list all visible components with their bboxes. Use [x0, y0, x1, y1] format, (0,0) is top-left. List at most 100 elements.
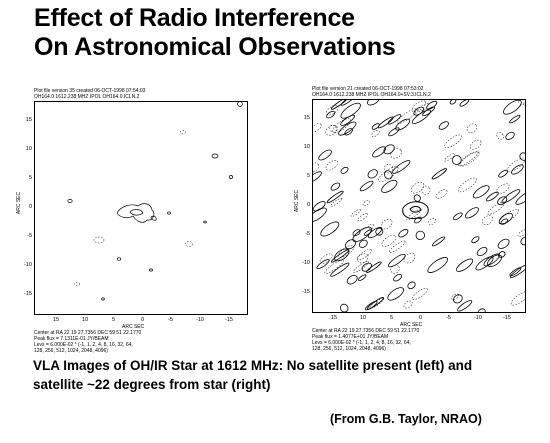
interference-contour — [383, 170, 393, 180]
interference-contour — [393, 273, 403, 282]
interference-contour — [383, 144, 395, 155]
interference-contour — [515, 190, 525, 205]
left-contour-map — [67, 102, 243, 301]
interference-contour — [466, 123, 478, 133]
interference-contour — [364, 300, 378, 311]
interference-contour — [340, 114, 355, 126]
interference-contour — [324, 259, 344, 274]
right-x-tick: 0 — [419, 315, 423, 321]
interference-contour — [520, 236, 525, 246]
interference-contour — [415, 230, 425, 241]
interference-contour — [457, 177, 477, 193]
interference-contour — [352, 229, 361, 237]
interference-contour — [330, 262, 350, 277]
interference-contour — [471, 236, 480, 244]
interference-contour — [422, 106, 436, 117]
interference-contour — [475, 256, 494, 271]
interference-contour — [510, 291, 525, 306]
left-x-tick: -10 — [196, 317, 204, 323]
left-x-tick: 0 — [141, 317, 145, 323]
interference-contour — [417, 103, 429, 112]
right-contour-map — [313, 100, 525, 312]
interference-contour — [511, 164, 524, 175]
interference-contour — [413, 216, 422, 224]
interference-contour — [326, 105, 339, 116]
interference-contour — [330, 182, 341, 191]
interference-contour — [451, 293, 459, 300]
interference-contour — [411, 288, 428, 300]
interference-contour — [332, 118, 351, 133]
right-x-tick: 5 — [390, 315, 394, 321]
interference-contour — [367, 169, 378, 179]
left-y-tick: -5 — [27, 233, 32, 239]
interference-contour — [337, 244, 355, 258]
left-y-tick: -15 — [24, 291, 32, 297]
left-x-tick: 15 — [53, 317, 60, 323]
interference-contour — [325, 160, 339, 171]
interference-contour — [481, 215, 493, 226]
left-plot-header-1: Plot file version 35 created 06-OCT-1998… — [34, 88, 146, 94]
interference-contour — [444, 153, 456, 162]
interference-contour — [413, 194, 421, 202]
interference-contour — [427, 257, 448, 273]
interference-contour — [498, 212, 513, 225]
interference-contour — [352, 226, 372, 243]
interference-contour — [358, 239, 368, 248]
interference-contour — [449, 100, 457, 105]
interference-contour — [313, 162, 319, 173]
interference-contour — [326, 190, 344, 204]
interference-contour — [496, 131, 504, 140]
left-y-tick: 15 — [25, 117, 32, 123]
interference-contour — [476, 246, 488, 257]
interference-contour — [330, 100, 349, 110]
left-y-axis-label: ARC SEC — [16, 191, 23, 215]
interference-contour — [383, 164, 394, 174]
left-plot-footer-4: 128, 256, 512, 1024, 2048, 4096) — [34, 348, 108, 354]
slide-title: Effect of Radio Interference On Astronom… — [34, 4, 534, 62]
interference-contour — [377, 116, 394, 129]
interference-contour — [350, 209, 361, 217]
interference-contour — [313, 207, 327, 223]
image-credit: (From G.B. Taylor, NRAO) — [330, 412, 482, 426]
interference-contour — [431, 168, 447, 180]
interference-contour — [339, 303, 349, 312]
right-y-tick: 0 — [306, 202, 310, 208]
interference-contour — [371, 129, 380, 137]
interference-contour — [497, 238, 510, 249]
interference-contour — [503, 100, 522, 115]
interference-contour — [509, 114, 521, 124]
interference-contour — [313, 171, 322, 183]
left-y-tick: 0 — [28, 204, 32, 210]
interference-contour — [340, 102, 361, 119]
interference-contour — [380, 219, 393, 230]
interference-contour — [357, 213, 369, 222]
right-plot-header-1: Plot file version 21 created 06-OCT-1998… — [312, 86, 424, 92]
interference-contour — [363, 229, 372, 236]
interference-contour — [388, 127, 400, 137]
interference-contour — [372, 146, 387, 158]
interference-contour — [387, 287, 404, 301]
interference-contour — [403, 252, 416, 264]
interference-contour — [361, 262, 372, 272]
interference-contour — [367, 297, 384, 310]
right-y-tick: -10 — [302, 260, 310, 266]
interference-contour — [325, 124, 338, 136]
interference-contour — [487, 201, 506, 215]
interference-contour — [407, 281, 416, 290]
right-plot-footer-4: 128, 256, 512, 1024, 2048, 4096) — [312, 346, 386, 352]
right-y-tick: 5 — [306, 173, 310, 179]
interference-contour — [357, 253, 369, 264]
left-y-tick: -10 — [24, 262, 32, 268]
interference-contour — [340, 100, 356, 106]
interference-contour — [388, 253, 406, 268]
title-line-1: Effect of Radio Interference — [34, 4, 355, 32]
right-plot-footer-2: Peak flux = 1.4077E+01 JY/BEAM — [312, 334, 389, 340]
interference-contour — [410, 182, 425, 194]
interference-contour — [470, 139, 482, 150]
interference-contour — [411, 109, 431, 125]
interference-contour — [438, 121, 449, 130]
interference-contour — [451, 155, 462, 165]
left-plot-footer-1: Center at RA 22 19 27.7356 DEC 59 51 22.… — [34, 330, 142, 336]
left-plot-footer-3: Levs = 6.000E-02 * (-1, 1, 2, 4, 8, 16, … — [34, 342, 133, 348]
interference-contour — [477, 308, 486, 312]
